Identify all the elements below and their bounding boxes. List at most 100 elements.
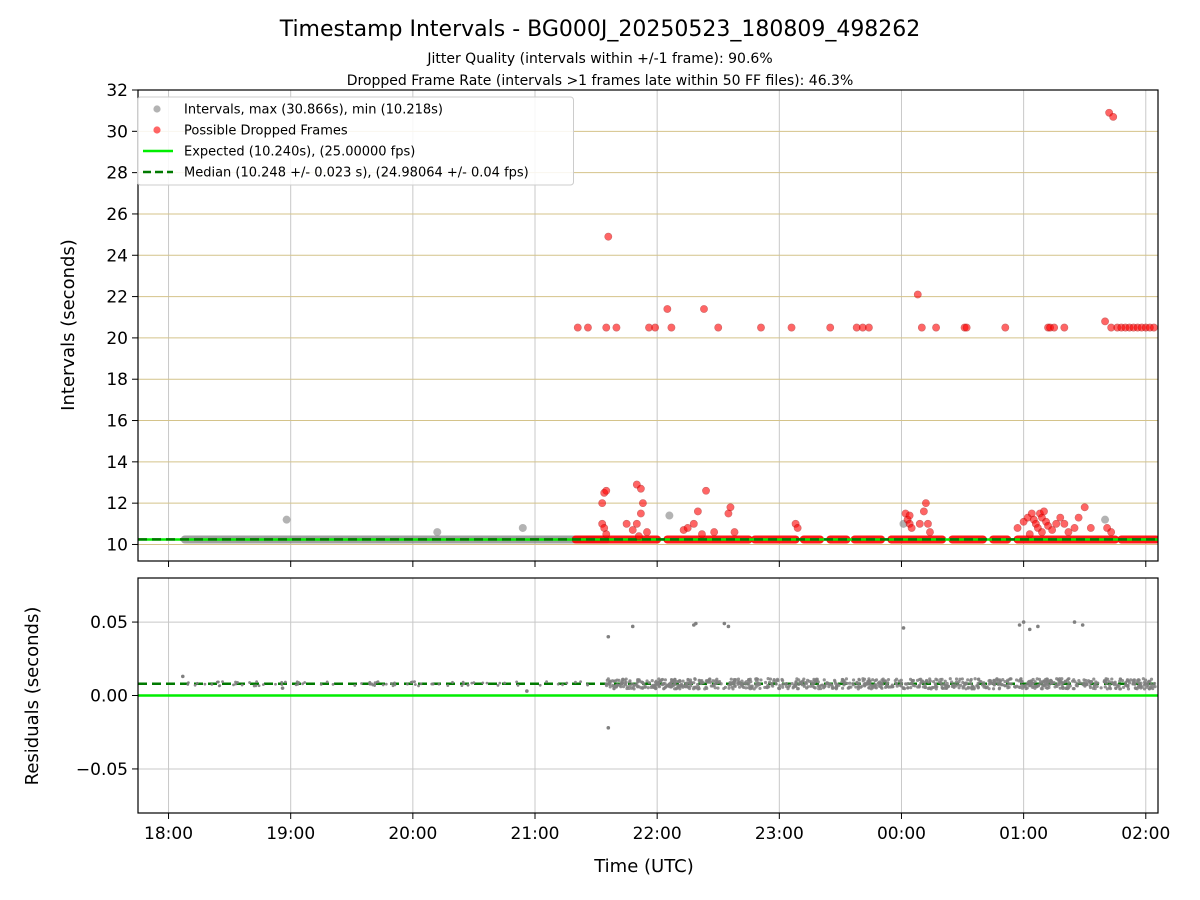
dropped-point: [1080, 503, 1089, 512]
y-tick-label: 14: [106, 453, 128, 473]
residual-point: [1129, 678, 1133, 682]
residual-point: [1022, 684, 1026, 688]
residual-point: [752, 687, 756, 691]
residual-point: [614, 684, 618, 688]
residual-point: [643, 685, 647, 689]
residual-point: [1104, 677, 1108, 681]
residual-point: [1060, 683, 1064, 687]
residual-point: [736, 677, 741, 681]
residual-point: [754, 679, 758, 683]
residual-point: [280, 680, 284, 684]
dropped-point: [907, 524, 916, 532]
dropped-point: [1001, 323, 1010, 332]
residual-point: [821, 683, 825, 687]
residual-point: [624, 677, 628, 681]
residual-point: [1059, 680, 1063, 684]
residual-point: [1047, 683, 1051, 687]
dropped-point: [693, 507, 702, 516]
residual-point: [797, 682, 801, 686]
residual-point: [969, 679, 973, 683]
residual-point: [868, 679, 872, 683]
residual-point: [1060, 677, 1064, 681]
residual-point: [940, 683, 944, 687]
residual-point: [1134, 686, 1138, 691]
residual-point: [221, 680, 224, 683]
residual-point: [704, 679, 709, 683]
residual-point: [1020, 683, 1024, 687]
residual-point: [1064, 686, 1068, 691]
y-tick-label: 10: [106, 535, 128, 555]
residual-point: [186, 681, 190, 685]
residual-point: [703, 687, 707, 691]
residual-point: [727, 686, 731, 690]
dropped-point: [1107, 528, 1116, 536]
residual-point: [410, 680, 414, 684]
residual-point: [697, 686, 701, 691]
residual-point: [1103, 685, 1107, 689]
residual-point: [1142, 687, 1147, 691]
residual-point: [731, 687, 735, 691]
residual-point: [958, 677, 962, 681]
y-tick-label: 28: [106, 164, 128, 184]
residual-point: [796, 687, 800, 691]
residual-point: [1105, 687, 1109, 691]
residual-point: [1127, 681, 1132, 685]
residual-point: [930, 685, 934, 690]
residual-point: [579, 680, 583, 684]
residual-point: [700, 679, 704, 683]
residual-point: [778, 684, 782, 688]
residual-point: [736, 682, 740, 686]
residual-point: [248, 681, 251, 684]
residual-point: [1073, 680, 1077, 684]
legend-label: Expected (10.240s), (25.00000 fps): [184, 145, 415, 160]
residual-point: [368, 682, 372, 686]
residual-point: [437, 682, 441, 686]
residual-point: [774, 679, 778, 683]
legend-label: Possible Dropped Frames: [184, 124, 348, 139]
residual-point: [976, 686, 980, 690]
residual-point: [1067, 681, 1071, 685]
residual-point: [708, 677, 712, 681]
residual-point: [561, 683, 564, 687]
dropped-point: [663, 305, 672, 313]
residual-point: [722, 686, 726, 691]
y-tick-label: 18: [106, 370, 128, 390]
residual-point: [1000, 683, 1004, 687]
residual-point: [660, 677, 665, 682]
residual-point: [713, 686, 717, 690]
dropped-point: [1074, 513, 1083, 522]
residual-point: [689, 684, 693, 688]
residual-point: [1006, 678, 1010, 682]
residual-point: [881, 679, 885, 683]
dropped-point: [628, 526, 637, 534]
residual-point: [911, 683, 915, 687]
residual-point: [413, 680, 416, 683]
residual-point: [301, 682, 305, 686]
residual-outlier: [180, 674, 185, 679]
chart-title: Timestamp Intervals - BG000J_20250523_18…: [279, 17, 921, 42]
residual-point: [654, 679, 658, 683]
residual-point: [923, 685, 927, 690]
residual-point: [373, 681, 377, 685]
chart-subtitle-jitter: Jitter Quality (intervals within +/-1 fr…: [426, 51, 772, 67]
residual-point: [1049, 678, 1053, 683]
residual-outlier: [901, 626, 906, 630]
y-tick-label: 16: [106, 412, 128, 432]
residual-point: [640, 680, 645, 685]
residual-point: [712, 682, 717, 686]
dropped-point: [584, 323, 592, 332]
residual-point: [973, 677, 977, 681]
residual-point: [854, 685, 858, 689]
residual-point: [781, 685, 785, 689]
residual-outlier: [694, 621, 698, 626]
residual-point: [873, 685, 878, 690]
y-tick-label: 30: [106, 122, 128, 142]
residual-point: [646, 686, 650, 690]
residual-point: [1058, 677, 1062, 681]
residual-point: [844, 677, 849, 681]
residual-point: [538, 683, 542, 687]
residual-point: [744, 686, 748, 690]
residual-point: [628, 680, 632, 684]
residual-point: [1050, 681, 1054, 685]
dropped-point: [683, 524, 692, 532]
